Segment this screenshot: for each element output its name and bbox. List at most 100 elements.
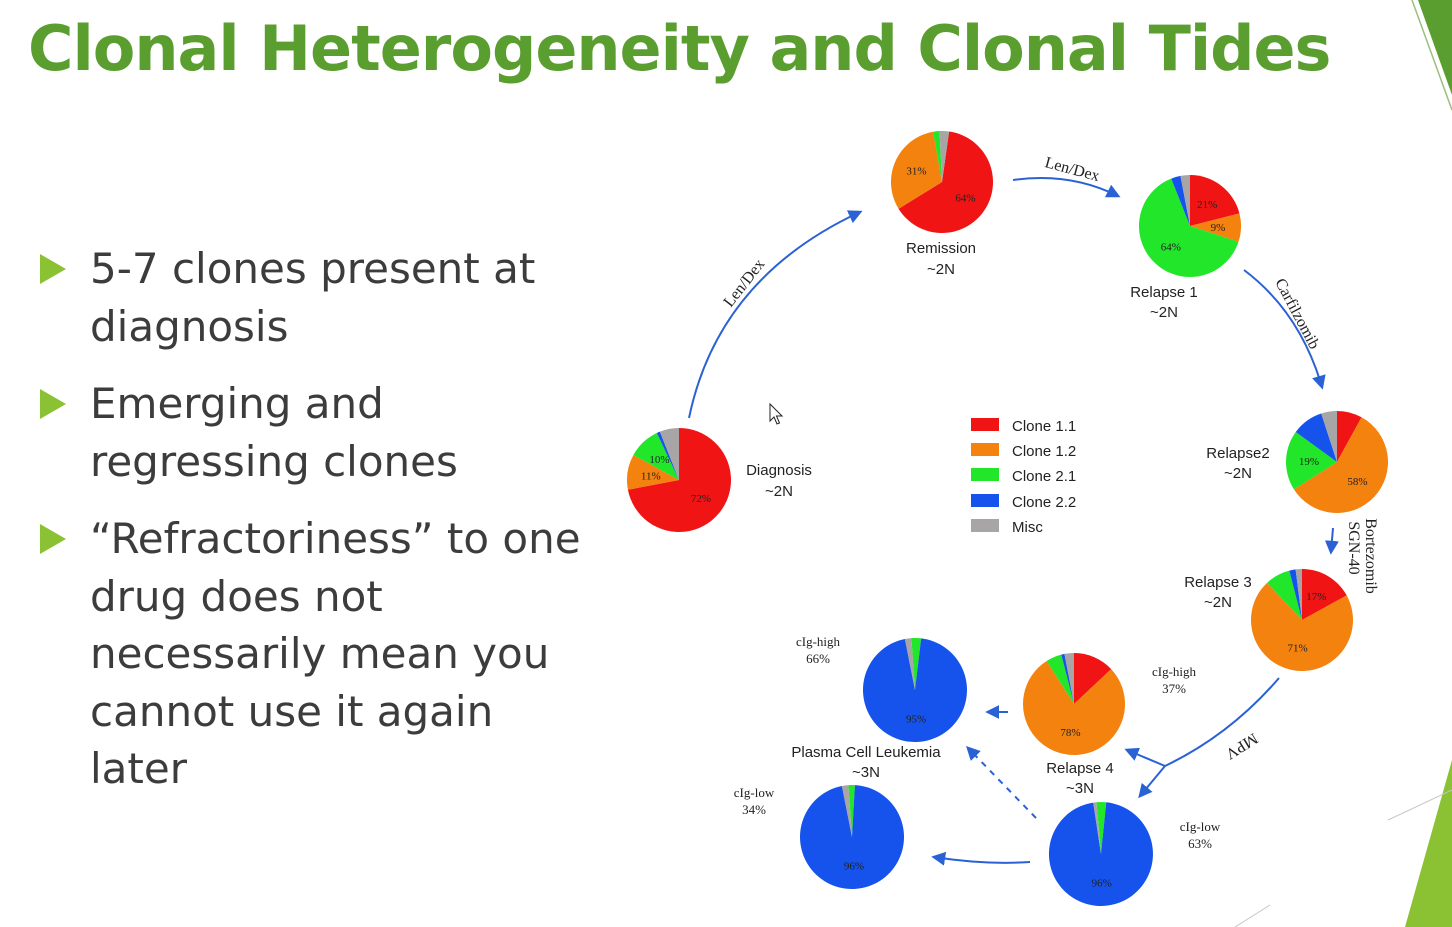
fraction-value: 34% bbox=[742, 802, 766, 817]
pie-pcl_high: 95% bbox=[862, 638, 967, 743]
ploidy-label: ~3N bbox=[852, 764, 880, 781]
pie-percent-label: 72% bbox=[691, 493, 711, 505]
pie-slice-clone-1-1 bbox=[1302, 569, 1347, 620]
pie-percent-label: 96% bbox=[1092, 878, 1112, 890]
treatment-label: Len/Dex bbox=[721, 256, 769, 311]
pie-slice-clone-2-2 bbox=[656, 431, 679, 480]
pie-slice-clone-2-1 bbox=[1096, 802, 1107, 854]
arrow-branch-to-r4-low bbox=[1138, 765, 1166, 799]
pie-relapse3: 17% 71% bbox=[1250, 569, 1353, 672]
fraction-name: cIg-low bbox=[734, 785, 775, 800]
pie-percent-label: 31% bbox=[906, 166, 926, 178]
pie-percent-label: 11% bbox=[641, 471, 661, 483]
pie-slice-misc bbox=[1064, 653, 1074, 704]
pie-slice-clone-1-2 bbox=[1250, 582, 1353, 672]
pie-diagnosis: 72% 11% 10% bbox=[626, 428, 731, 532]
pie-slice-misc bbox=[1093, 802, 1101, 854]
pie-slice-clone-2-2 bbox=[1171, 175, 1190, 226]
fraction-name: cIg-high bbox=[796, 634, 841, 649]
pie-percent-label: 95% bbox=[906, 714, 926, 726]
fraction-value: 37% bbox=[1162, 681, 1186, 696]
treatment-label: Bortezomib bbox=[1362, 518, 1379, 594]
pie-percent-label: 10% bbox=[649, 454, 669, 466]
mouse-cursor-icon bbox=[769, 402, 784, 425]
pie-slice-misc bbox=[1321, 411, 1337, 462]
arrow-r4-low-to-pcl-high bbox=[966, 745, 1037, 819]
pie-slice-misc bbox=[939, 131, 950, 182]
sample-label: Relapse 4 bbox=[1046, 760, 1114, 777]
pie-remission: 64% 31% bbox=[890, 131, 994, 234]
pie-slice-clone-2-1 bbox=[1285, 432, 1337, 490]
legend-label: Clone 1.2 bbox=[1012, 443, 1076, 460]
pie-r4_low: 96% bbox=[1048, 802, 1153, 907]
treatment-arrows bbox=[688, 177, 1339, 866]
pie-percent-label: 71% bbox=[1288, 643, 1308, 655]
fraction-value: 66% bbox=[806, 651, 830, 666]
fraction-labels: cIg-high 66% cIg-low 34% cIg-high 37% cI… bbox=[734, 634, 1221, 851]
ploidy-label: ~2N bbox=[1204, 594, 1232, 611]
bullet-text: “Refractoriness” to one drug does not ne… bbox=[90, 514, 581, 793]
arrow-relapse2-to-relapse3 bbox=[1324, 527, 1339, 555]
bullet-text: Emerging and regressing clones bbox=[90, 379, 458, 486]
bullet-item: “Refractoriness” to one drug does not ne… bbox=[38, 510, 598, 798]
pie-slice-clone-1-1 bbox=[627, 428, 731, 532]
ploidy-label: ~2N bbox=[1224, 465, 1252, 482]
treatment-label: SGN-40 bbox=[1345, 521, 1362, 574]
sample-labels: Diagnosis ~2N Remission ~2N Relapse 1 ~2… bbox=[746, 240, 1270, 797]
pie-percent-label: 58% bbox=[1347, 476, 1367, 488]
pie-percent-label: 21% bbox=[1197, 199, 1217, 211]
pie-slice-clone-2-1 bbox=[1267, 570, 1302, 620]
treatment-label: Carfilzomib bbox=[1271, 276, 1322, 352]
sample-label: Plasma Cell Leukemia bbox=[791, 744, 941, 761]
pie-slice-clone-1-2 bbox=[890, 131, 942, 209]
sample-label: Relapse2 bbox=[1206, 445, 1269, 462]
slide-title: Clonal Heterogeneity and Clonal Tides bbox=[28, 12, 1331, 85]
legend-swatch bbox=[971, 494, 999, 507]
pie-slice-clone-1-1 bbox=[1190, 175, 1240, 226]
sample-label: Relapse 3 bbox=[1184, 574, 1252, 591]
pie-slice-clone-2-2 bbox=[1061, 653, 1074, 704]
legend-label: Clone 2.2 bbox=[1012, 494, 1076, 511]
bullet-arrow-icon bbox=[40, 389, 66, 419]
fraction-name: cIg-high bbox=[1152, 664, 1197, 679]
pie-slice-clone-2-1 bbox=[1046, 654, 1074, 704]
pie-slice-clone-1-2 bbox=[1023, 660, 1125, 755]
pie-slice-clone-1-1 bbox=[1337, 411, 1362, 462]
bullet-arrow-icon bbox=[40, 524, 66, 554]
arrow-relapse1-to-relapse2 bbox=[1243, 269, 1326, 390]
bullet-item: Emerging and regressing clones bbox=[38, 375, 598, 490]
legend-label: Misc bbox=[1012, 519, 1043, 536]
pie-percent-label: 64% bbox=[1161, 241, 1181, 253]
pie-slice-misc bbox=[1180, 175, 1190, 226]
bullet-text: 5-7 clones present at diagnosis bbox=[90, 244, 536, 351]
sample-label: Relapse 1 bbox=[1130, 284, 1198, 301]
legend-label: Clone 1.1 bbox=[1012, 418, 1076, 435]
fraction-value: 63% bbox=[1188, 836, 1212, 851]
pie-percent-label: 64% bbox=[955, 192, 975, 204]
pie-slice-clone-2-1 bbox=[633, 432, 679, 480]
pie-charts: 72% 11% 10% 64% 31% 21% 9% 64% 58% 19% 17% 71% 78% 95… bbox=[626, 131, 1388, 907]
pie-slice-clone-2-2 bbox=[1295, 413, 1337, 462]
pie-slice-misc bbox=[904, 638, 915, 690]
treatment-label: MPV bbox=[1222, 729, 1261, 762]
slide-corner-decoration bbox=[1234, 0, 1452, 927]
pie-slice-misc bbox=[1295, 569, 1302, 620]
arrow-relapse3-to-branch bbox=[1164, 677, 1280, 767]
legend-swatch bbox=[971, 519, 999, 532]
pie-slice-clone-2-2 bbox=[800, 785, 905, 889]
pie-percent-label: 78% bbox=[1060, 727, 1080, 739]
ploidy-label: ~2N bbox=[765, 483, 793, 500]
pie-percent-label: 9% bbox=[1211, 222, 1226, 234]
legend-swatch bbox=[971, 418, 999, 431]
pie-slice-clone-1-2 bbox=[1293, 417, 1388, 514]
bullet-item: 5-7 clones present at diagnosis bbox=[38, 240, 598, 355]
pie-pcl_low: 96% bbox=[800, 785, 905, 889]
arrow-remission-to-relapse1 bbox=[1012, 177, 1121, 198]
pie-slice-clone-2-2 bbox=[1048, 802, 1153, 907]
pie-slice-clone-1-2 bbox=[626, 454, 679, 490]
pie-slice-misc bbox=[841, 785, 852, 837]
pie-percent-label: 19% bbox=[1299, 456, 1319, 468]
pie-slice-clone-2-2 bbox=[862, 638, 967, 743]
pie-slice-misc bbox=[659, 428, 679, 480]
